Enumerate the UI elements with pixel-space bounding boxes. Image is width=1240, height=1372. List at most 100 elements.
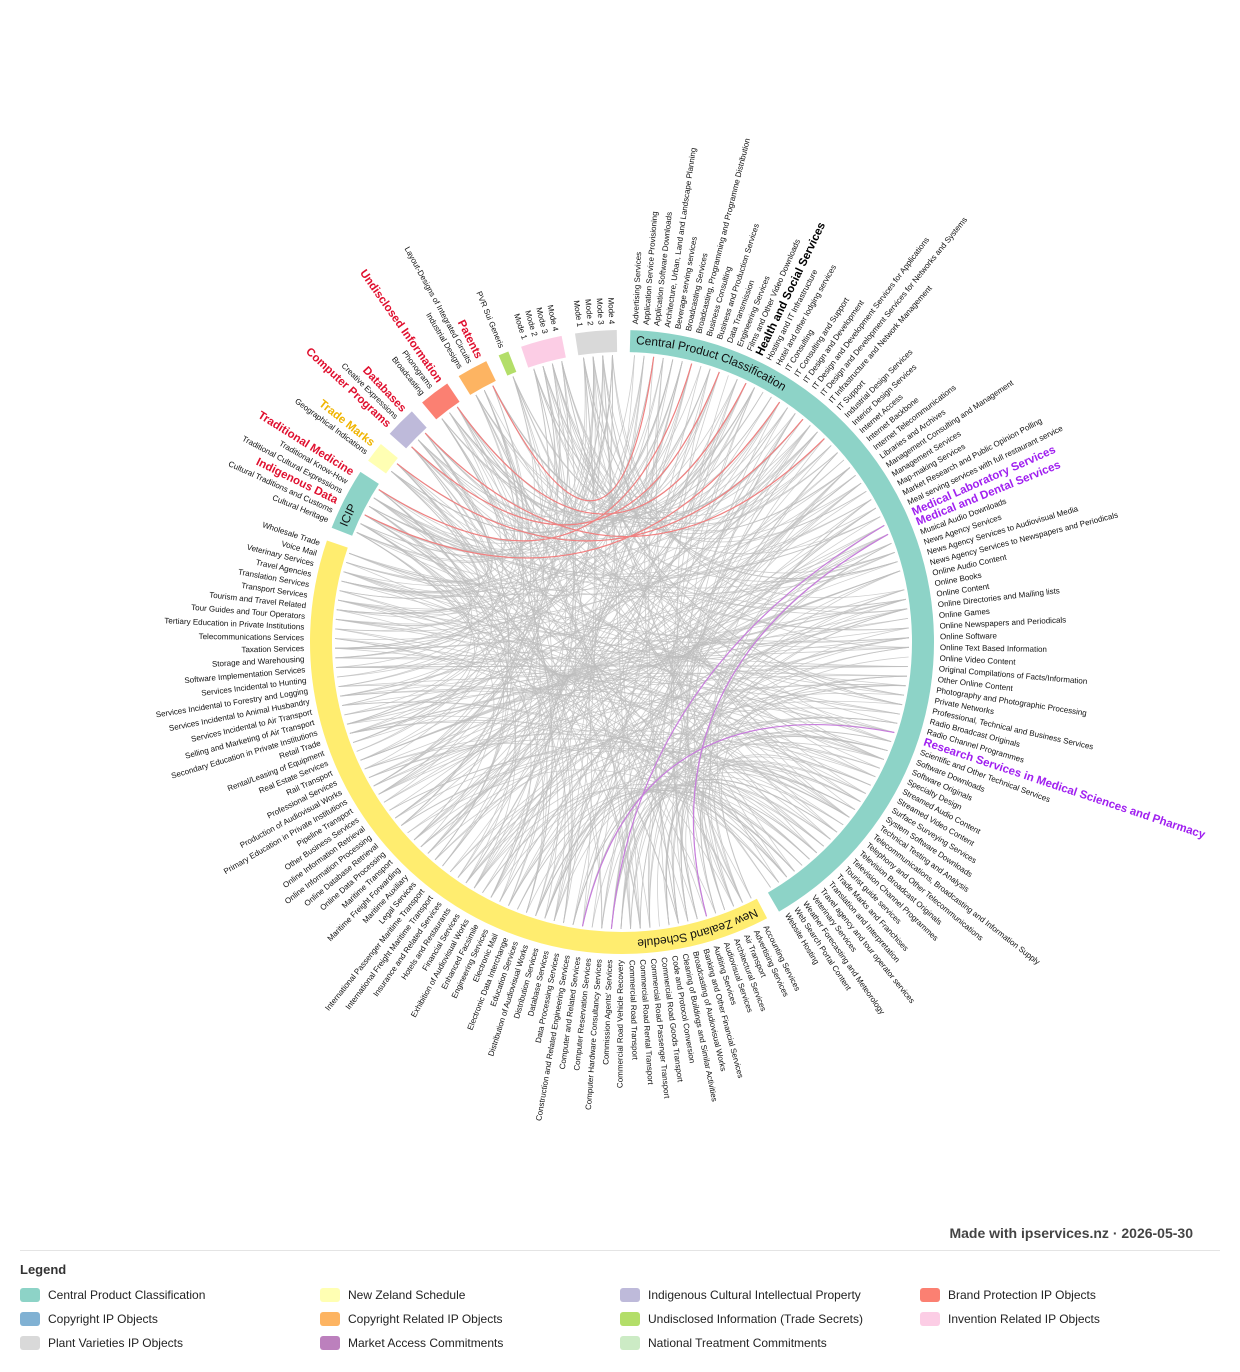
edge (338, 599, 910, 644)
footer: Made with ipservices.nz · 2026-05-30 (949, 1225, 1193, 1241)
edge (348, 552, 892, 742)
edge (336, 665, 908, 668)
legend-item: Indigenous Cultural Intellectual Propert… (620, 1288, 861, 1302)
edge (383, 570, 901, 803)
edge (396, 463, 548, 913)
group-arc (521, 335, 566, 368)
leaf-label: Online Software (940, 631, 998, 641)
edge-highlight (492, 356, 655, 502)
edge (413, 387, 755, 841)
leaf-label: Online Games (938, 607, 990, 620)
edge (360, 523, 717, 914)
legend-item: Invention Related IP Objects (920, 1312, 1100, 1326)
legend-label: Plant Varieties IP Objects (48, 1336, 183, 1350)
legend-item: Brand Protection IP Objects (920, 1288, 1096, 1302)
edge (648, 438, 825, 928)
legend-swatch (620, 1312, 640, 1326)
edge (517, 533, 889, 910)
group-arc (498, 351, 517, 376)
edge (449, 412, 908, 615)
edge (342, 701, 810, 860)
leaf-label: Online Video Content (939, 654, 1016, 667)
edge (572, 760, 866, 925)
leaf-label: Commercial Road Transport (627, 960, 639, 1061)
edge (340, 371, 720, 697)
edges (334, 355, 910, 930)
divider (20, 1250, 1220, 1251)
edge-highlight (378, 363, 693, 542)
edge-highlight (396, 418, 804, 542)
edge (413, 425, 811, 841)
edge (551, 356, 600, 495)
edge (356, 532, 544, 913)
legend-label: New Zeland Schedule (348, 1288, 466, 1302)
edge (340, 445, 832, 697)
edge (553, 507, 877, 922)
legend-swatch (620, 1336, 640, 1350)
edge (611, 717, 898, 929)
edge (620, 782, 831, 930)
edge (686, 387, 755, 911)
legend-item: New Zeland Schedule (320, 1288, 465, 1302)
edge (373, 418, 506, 554)
legend-label: Indigenous Cultural Intellectual Propert… (648, 1288, 861, 1302)
edge (492, 385, 876, 778)
edge (341, 376, 535, 593)
edge (395, 733, 880, 819)
edge (336, 618, 909, 668)
legend-label: National Treatment Commitments (648, 1336, 827, 1350)
edge (456, 406, 850, 818)
edge (378, 489, 516, 884)
edge (373, 390, 524, 787)
edge (512, 376, 631, 929)
edge (427, 371, 720, 854)
edge (456, 368, 559, 511)
edge (612, 355, 818, 517)
edge (356, 532, 895, 598)
legend-swatch (20, 1312, 40, 1326)
leaf-label: Online Text Based Information (940, 643, 1047, 654)
edge (630, 542, 892, 929)
edge (512, 376, 838, 833)
edge (551, 363, 866, 794)
legend-item: National Treatment Commitments (620, 1336, 827, 1350)
edge (378, 489, 895, 733)
edge (364, 514, 824, 847)
edge (337, 505, 473, 678)
edge (353, 561, 898, 743)
group-arc (389, 411, 427, 449)
edge (465, 637, 910, 884)
edge-highlight (424, 432, 825, 538)
edge (373, 497, 898, 594)
edge (338, 368, 711, 687)
edge-highlight (581, 724, 895, 927)
edge (338, 514, 471, 615)
legend-swatch (920, 1312, 940, 1326)
edge (685, 413, 796, 917)
edge (411, 446, 512, 861)
edge (364, 412, 507, 560)
edge (343, 571, 866, 794)
edge (401, 394, 524, 826)
legend-item: Plant Varieties IP Objects (20, 1336, 183, 1350)
edge (340, 690, 884, 760)
edge (680, 570, 901, 922)
leaf-label: Commercial Road Vehicle Recovery (616, 960, 625, 1088)
legend-label: Invention Related IP Objects (948, 1312, 1100, 1326)
leaf-label: Commission Agents' Services (601, 960, 614, 1065)
edge (672, 760, 866, 924)
edge (591, 371, 720, 928)
edge (591, 742, 884, 928)
edge (417, 439, 572, 924)
edge (456, 406, 541, 898)
legend-label: Copyright Related IP Objects (348, 1312, 503, 1326)
edge (378, 489, 641, 929)
group-arc (575, 330, 618, 356)
edge (551, 363, 903, 706)
edge (396, 463, 603, 929)
edge (544, 675, 908, 919)
edge (427, 376, 545, 854)
edge (346, 363, 561, 725)
edge (335, 647, 888, 751)
edge (335, 628, 871, 786)
